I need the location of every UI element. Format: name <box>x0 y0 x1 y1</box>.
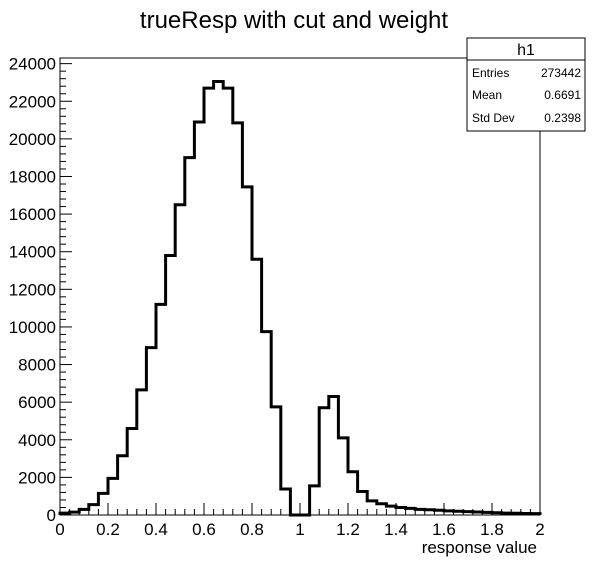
histogram-bin <box>367 501 377 515</box>
histogram-bin <box>223 88 233 515</box>
histogram-bin <box>425 510 435 515</box>
y-tick-label: 2000 <box>18 468 56 487</box>
histogram-bin <box>89 505 99 515</box>
histogram-bin <box>319 408 329 515</box>
y-tick-label: 6000 <box>18 393 56 412</box>
histogram-bin <box>377 504 387 515</box>
histogram-bin <box>396 507 406 515</box>
x-tick-label: 1.2 <box>336 520 360 539</box>
histogram-bin <box>434 510 444 515</box>
histogram-bin <box>98 493 108 515</box>
histogram-bin <box>329 397 339 515</box>
histogram-bin <box>127 428 137 515</box>
y-tick-label: 14000 <box>9 243 56 262</box>
y-tick-label: 18000 <box>9 167 56 186</box>
axes: 0 0.2 0.4 0.6 0.8 1 1.2 1.4 1.6 1.8 2 0 2000 4000 6000… <box>9 55 545 539</box>
histogram-bin <box>137 390 147 515</box>
x-axis-title: response value <box>422 538 537 557</box>
histogram-bin <box>146 348 156 515</box>
y-tick-label: 22000 <box>9 92 56 111</box>
histogram-bin <box>118 456 128 515</box>
histogram-bin <box>108 478 118 515</box>
histogram-bin <box>281 489 291 515</box>
histogram-bin <box>358 491 368 515</box>
histogram-bin <box>194 122 204 515</box>
stats-mean-label: Mean <box>472 88 502 102</box>
stats-stddev-value: 0.2398 <box>544 111 581 125</box>
x-tick-label: 0.4 <box>144 520 168 539</box>
stats-box: h1 Entries 273442 Mean 0.6691 Std Dev 0.… <box>466 37 586 132</box>
histogram-bin <box>175 205 185 515</box>
histogram-bin <box>79 509 89 515</box>
stats-stddev-label: Std Dev <box>472 111 515 125</box>
histogram-bin <box>271 407 281 515</box>
x-tick-label: 1.4 <box>384 520 408 539</box>
histogram-bin <box>185 158 195 515</box>
x-tick-label: 1.8 <box>480 520 504 539</box>
histogram-bin <box>386 506 396 515</box>
x-tick-label: 0.2 <box>96 520 120 539</box>
y-tick-label: 8000 <box>18 356 56 375</box>
y-tick-label: 0 <box>47 506 56 525</box>
histogram-bin <box>415 509 425 515</box>
stats-box-title: h1 <box>517 42 535 59</box>
y-tick-label: 16000 <box>9 205 56 224</box>
histogram-bin <box>406 508 416 515</box>
x-tick-label: 1.6 <box>432 520 456 539</box>
histogram-bin <box>463 512 473 515</box>
histogram-bin <box>252 259 262 515</box>
histogram-bin <box>156 304 166 515</box>
x-tick-label: 0 <box>55 520 64 539</box>
stats-mean-value: 0.6691 <box>544 88 581 102</box>
histogram-bin <box>454 511 464 515</box>
histogram-bin <box>262 332 272 515</box>
histogram-bin <box>214 82 224 515</box>
histogram-bin <box>233 123 243 515</box>
histogram-bin <box>310 486 320 515</box>
stats-entries-label: Entries <box>472 66 509 80</box>
x-tick-label: 0.6 <box>192 520 216 539</box>
y-tick-label: 12000 <box>9 280 56 299</box>
histogram-bin <box>348 472 358 515</box>
stats-box-border <box>466 37 586 132</box>
stats-entries-value: 273442 <box>541 66 581 80</box>
chart-title: trueResp with cut and weight <box>140 7 449 34</box>
histogram-bin <box>338 438 348 515</box>
histogram-bin <box>166 255 176 515</box>
histogram-bin <box>444 511 454 515</box>
y-tick-label: 20000 <box>9 130 56 149</box>
x-tick-label: 0.8 <box>240 520 264 539</box>
histogram-bin <box>204 88 214 515</box>
y-tick-label: 4000 <box>18 431 56 450</box>
histogram-bin <box>242 187 252 515</box>
x-tick-label: 2 <box>535 520 544 539</box>
y-tick-label: 24000 <box>9 55 56 74</box>
x-tick-label: 1 <box>295 520 304 539</box>
y-tick-label: 10000 <box>9 318 56 337</box>
